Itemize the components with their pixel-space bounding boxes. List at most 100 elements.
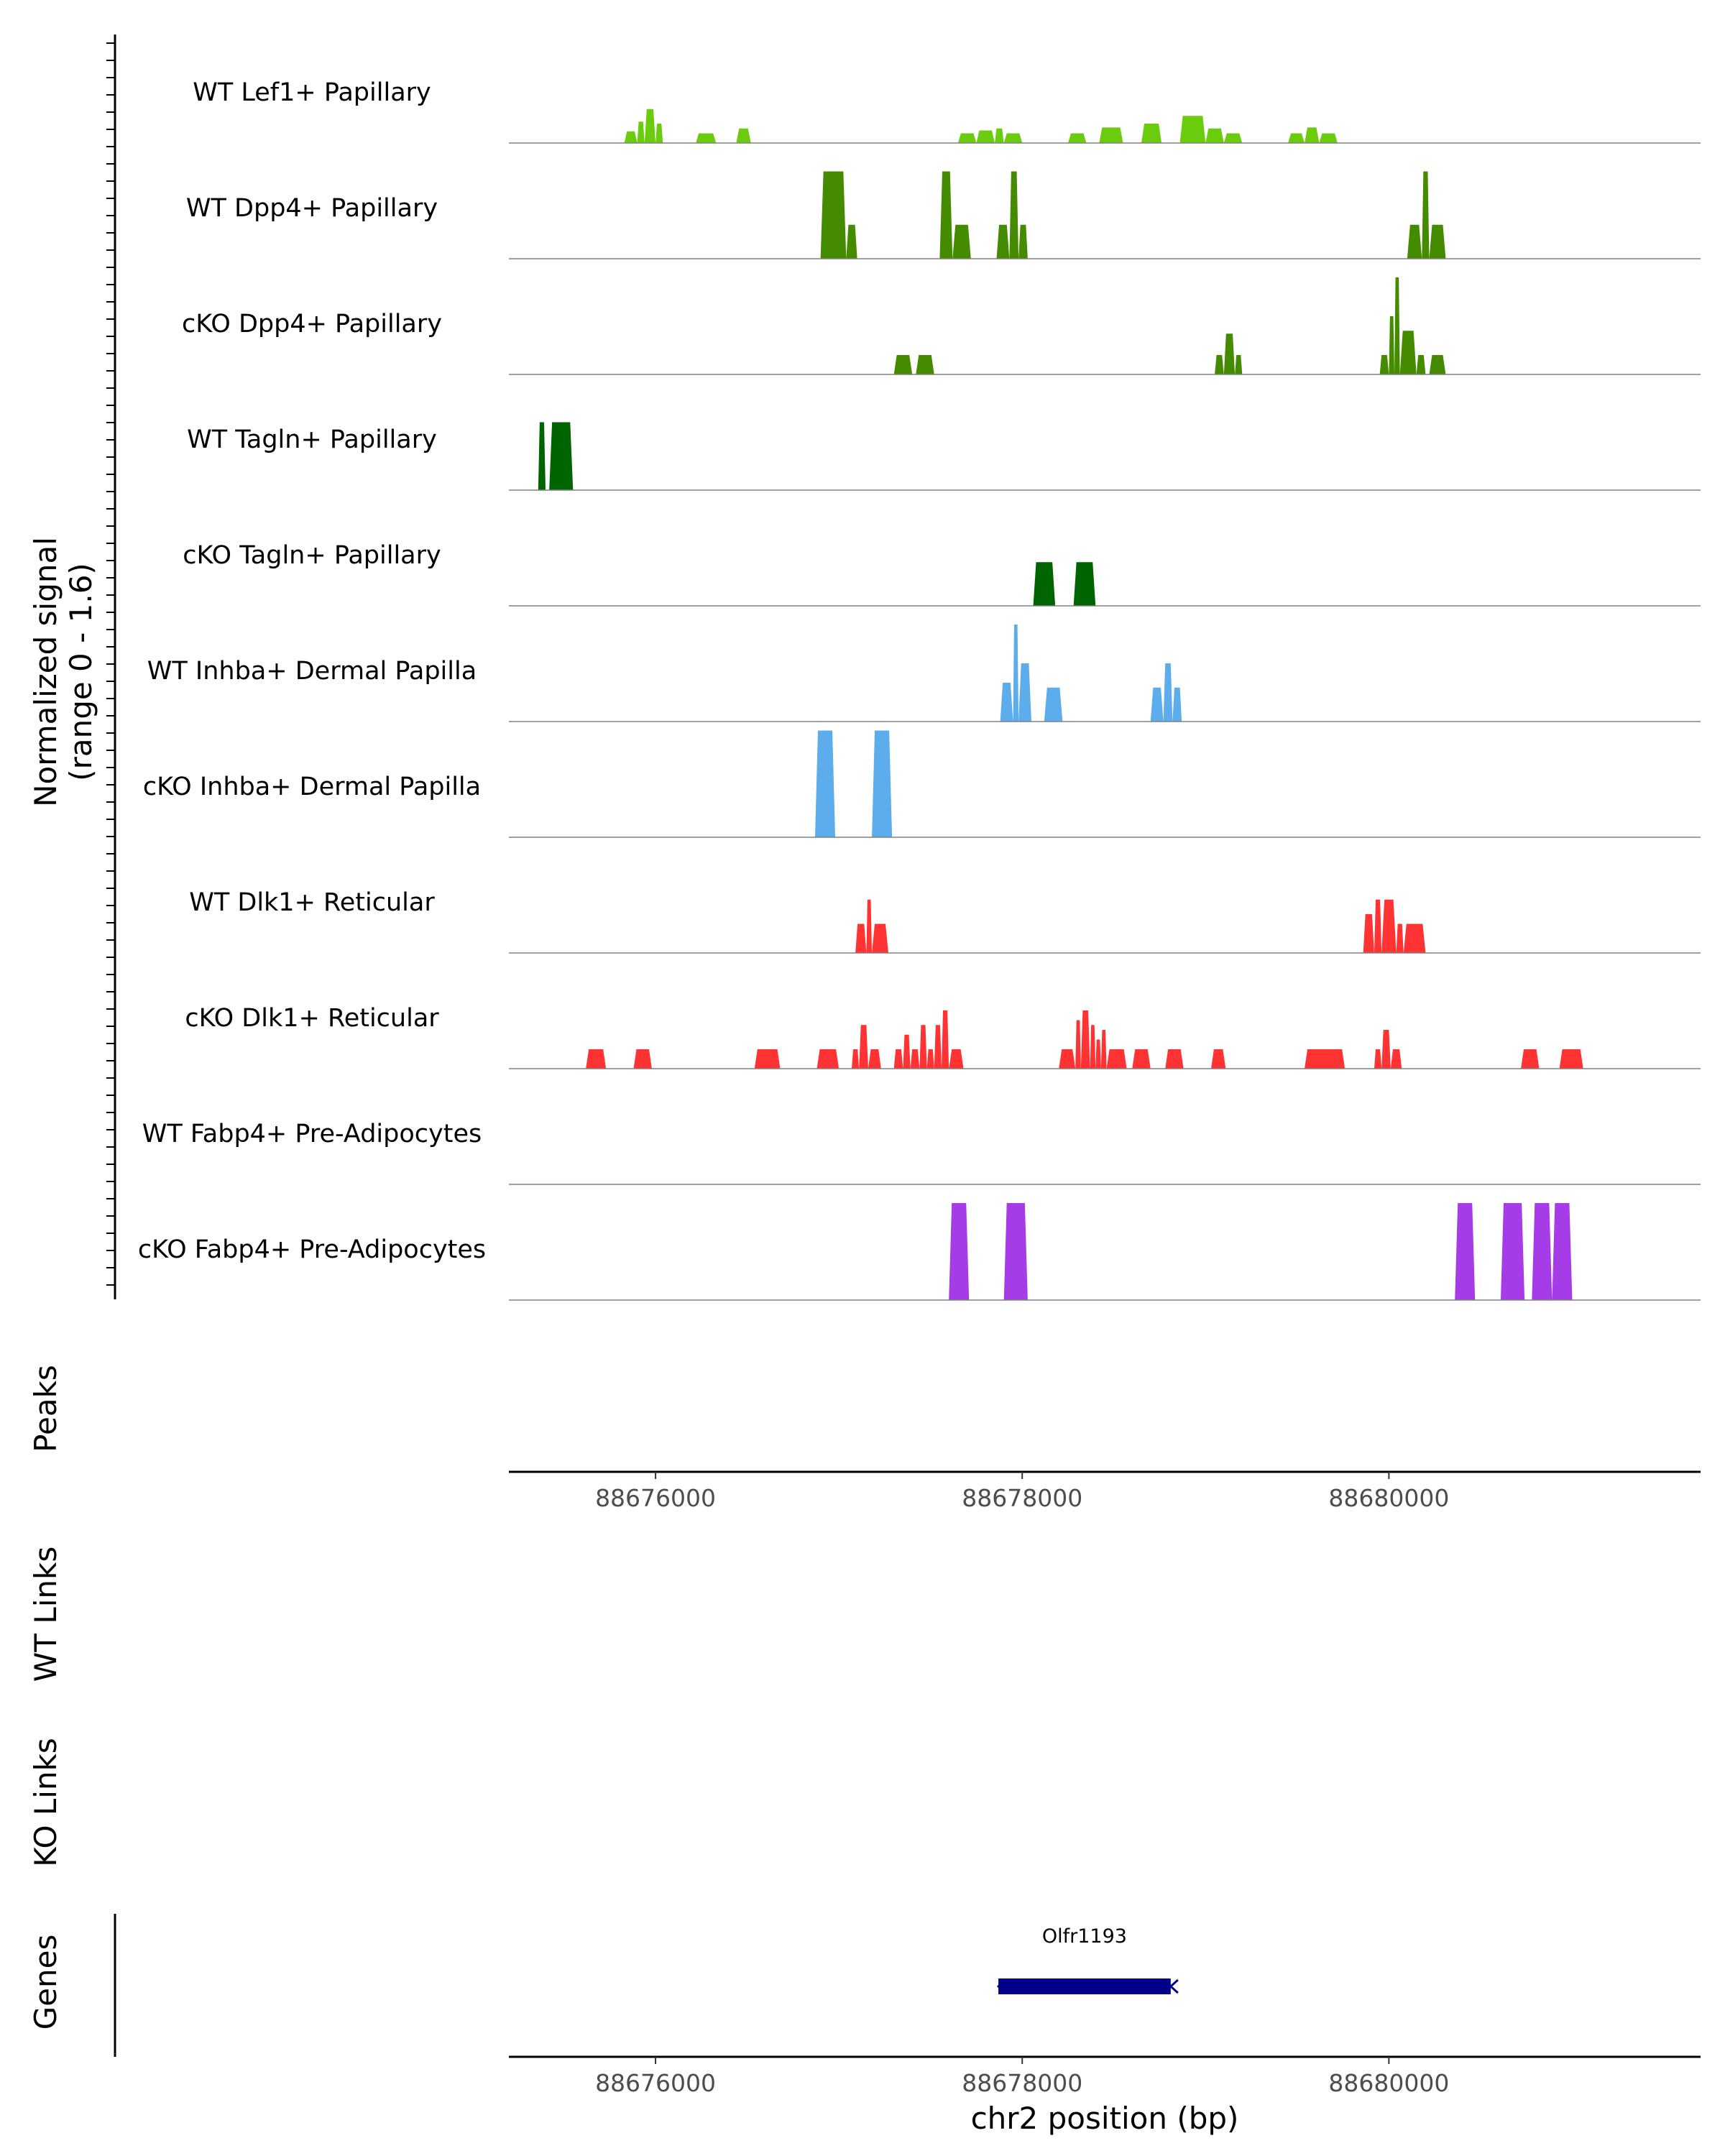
signal-peak bbox=[1165, 1049, 1184, 1069]
gene-strand-arrow bbox=[1169, 1978, 1179, 1994]
signal-peak bbox=[1288, 133, 1305, 143]
track: WT Dlk1+ Reticular bbox=[189, 888, 1701, 954]
signal-peak bbox=[1407, 224, 1422, 259]
signal-ylabel-line2: (range 0 - 1.6) bbox=[63, 563, 98, 781]
signal-peak bbox=[859, 1025, 868, 1069]
signal-peak bbox=[1305, 1049, 1346, 1069]
signal-peak bbox=[1000, 683, 1013, 722]
signal-peak bbox=[1429, 224, 1446, 259]
signal-peak bbox=[1500, 1203, 1525, 1300]
signal-peak bbox=[1033, 562, 1056, 606]
signal-peak bbox=[939, 171, 953, 259]
signal-peak bbox=[1215, 355, 1224, 374]
signal-peak bbox=[586, 1049, 607, 1069]
track-label: WT Inhba+ Dermal Papilla bbox=[147, 657, 477, 686]
signal-peak bbox=[1305, 127, 1320, 143]
x-tick-label: 88680000 bbox=[1328, 2069, 1449, 2097]
signal-peak bbox=[1205, 128, 1224, 143]
signal-peak bbox=[538, 422, 546, 490]
signal-peak bbox=[916, 355, 934, 374]
signal-peak bbox=[893, 355, 913, 374]
signal-peak bbox=[736, 128, 751, 143]
signal-peak bbox=[1363, 914, 1374, 953]
signal-peak bbox=[1223, 133, 1243, 143]
signal-peak bbox=[644, 109, 656, 143]
signal-peak bbox=[1044, 687, 1063, 722]
signal-peak bbox=[976, 130, 995, 143]
x-tick-label: 88678000 bbox=[962, 2069, 1082, 2097]
x-tick-label: 88676000 bbox=[595, 2069, 716, 2097]
signal-peak bbox=[1389, 316, 1395, 374]
track-label: WT Fabp4+ Pre-Adipocytes bbox=[142, 1120, 482, 1148]
signal-peak bbox=[994, 128, 1004, 143]
signal-peak bbox=[855, 923, 867, 953]
signal-peak bbox=[1132, 1049, 1151, 1069]
signal-peak bbox=[1403, 923, 1426, 953]
x-axis-title: chr2 position (bp) bbox=[971, 2101, 1239, 2136]
signal-peak bbox=[754, 1049, 781, 1069]
peaks-x-axis: 88676000 88678000 88680000 bbox=[595, 1472, 1449, 1512]
signal-peak bbox=[1521, 1049, 1540, 1069]
signal-peak bbox=[637, 121, 645, 143]
track-label: WT Lef1+ Papillary bbox=[193, 78, 431, 107]
signal-peak bbox=[893, 1049, 903, 1069]
wt-links-panel-label: WT Links bbox=[28, 1547, 63, 1682]
track-label: cKO Fabp4+ Pre-Adipocytes bbox=[138, 1235, 486, 1264]
track: cKO Fabp4+ Pre-Adipocytes bbox=[138, 1203, 1701, 1301]
signal-peak bbox=[1532, 1203, 1552, 1300]
signal-peak bbox=[1090, 1025, 1096, 1069]
signal-peak bbox=[957, 133, 977, 143]
signal-ylabel-line1: Normalized signal bbox=[28, 537, 63, 807]
signal-peak bbox=[1141, 124, 1162, 143]
signal-peak bbox=[1080, 1010, 1090, 1069]
track-label: cKO Dlk1+ Reticular bbox=[185, 1004, 439, 1033]
signal-peak bbox=[952, 224, 971, 259]
signal-peak bbox=[1095, 1039, 1101, 1069]
signal-peak bbox=[1429, 355, 1446, 374]
track-label: WT Dpp4+ Papillary bbox=[186, 194, 438, 223]
signal-peak bbox=[926, 1049, 934, 1069]
signal-peak bbox=[1390, 1049, 1402, 1069]
gene-label: Olfr1193 bbox=[1042, 1925, 1127, 1948]
x-tick-label: 88676000 bbox=[595, 1484, 716, 1512]
signal-peak bbox=[1073, 562, 1096, 606]
signal-peak bbox=[1396, 923, 1404, 953]
signal-peak bbox=[872, 923, 889, 953]
signal-peak bbox=[633, 1049, 652, 1069]
signal-peak bbox=[919, 1025, 927, 1069]
track: WT Tagln+ Papillary bbox=[187, 422, 1701, 491]
peaks-panel-label: Peaks bbox=[28, 1365, 63, 1452]
signal-peak bbox=[846, 224, 857, 259]
signal-peak bbox=[656, 124, 663, 143]
track: WT Fabp4+ Pre-Adipocytes bbox=[142, 1120, 1701, 1185]
x-tick-label: 88680000 bbox=[1328, 1484, 1449, 1512]
gene-annotations: Olfr1193 bbox=[996, 1925, 1179, 1994]
genes-panel-label: Genes bbox=[28, 1935, 63, 2030]
track: WT Lef1+ Papillary bbox=[193, 78, 1701, 144]
signal-peak bbox=[996, 224, 1010, 259]
signal-peak bbox=[1381, 1030, 1391, 1069]
track-label: WT Dlk1+ Reticular bbox=[189, 888, 435, 917]
signal-peak bbox=[866, 899, 873, 953]
signal-peak bbox=[1106, 1049, 1127, 1069]
track-label: cKO Dpp4+ Papillary bbox=[182, 310, 442, 338]
signal-peak bbox=[903, 1034, 911, 1069]
signal-peak bbox=[1552, 1203, 1573, 1300]
track-label: WT Tagln+ Papillary bbox=[187, 425, 437, 454]
signal-peak bbox=[1422, 171, 1430, 259]
signal-peak bbox=[949, 1049, 964, 1069]
signal-peak bbox=[1235, 355, 1243, 374]
track: cKO Tagln+ Papillary bbox=[183, 541, 1701, 607]
signal-peak bbox=[1455, 1203, 1476, 1300]
signal-peak bbox=[696, 133, 717, 143]
genes-x-axis: 88676000 88678000 88680000 bbox=[595, 2057, 1449, 2097]
signal-peak bbox=[910, 1049, 920, 1069]
x-tick-label: 88678000 bbox=[962, 1484, 1082, 1512]
track-label: cKO Tagln+ Papillary bbox=[183, 541, 441, 570]
signal-peak bbox=[1179, 116, 1206, 143]
signal-peak bbox=[1374, 899, 1382, 953]
signal-peak bbox=[941, 1010, 949, 1069]
signal-peak bbox=[1003, 133, 1023, 143]
signal-peak bbox=[1075, 1020, 1081, 1069]
